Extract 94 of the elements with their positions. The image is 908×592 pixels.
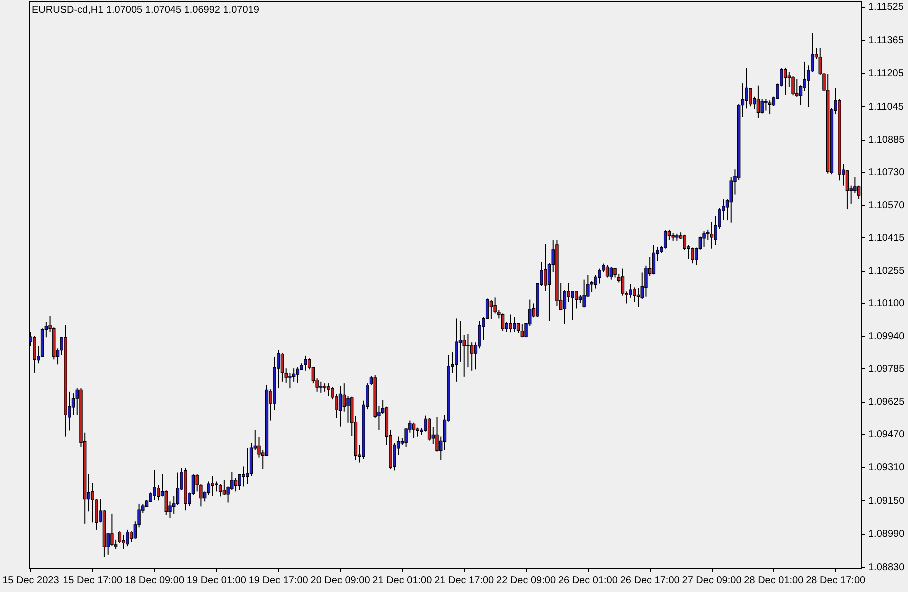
x-tick-label: 26 Dec 17:00: [620, 576, 680, 586]
candlestick: [33, 336, 36, 374]
candlestick: [122, 534, 126, 550]
candlestick: [222, 480, 226, 496]
candlestick: [516, 322, 520, 334]
y-tick-label: 1.10570: [868, 200, 906, 212]
y-tick-label: 1.09470: [868, 429, 906, 440]
candlestick: [288, 372, 292, 390]
x-tick-label: 28 Dec 17:00: [806, 576, 866, 586]
candlestick: [110, 513, 114, 546]
y-tick-label: 1.10100: [868, 298, 906, 310]
candlestick: [520, 324, 524, 338]
y-tick-label: 1.11365: [868, 35, 904, 46]
y-tick-label: 1.09940: [868, 332, 906, 343]
candlestick: [582, 279, 586, 308]
candlestick: [466, 334, 470, 368]
x-tick-label: 20 Dec 09:00: [310, 576, 371, 586]
candlestick: [428, 418, 432, 442]
candlestick: [756, 85, 760, 119]
candlestick: [304, 355, 308, 372]
x-tick-label: 15 Dec 2023: [2, 576, 60, 586]
candlestick: [72, 393, 76, 416]
y-tick-label: 1.09625: [868, 397, 906, 408]
candlestick: [490, 300, 494, 320]
candlestick: [327, 383, 331, 397]
candlestick: [633, 287, 636, 303]
x-tick-label: 26 Dec 01:00: [558, 576, 618, 586]
candlestick: [153, 470, 156, 501]
candlestick: [346, 396, 350, 424]
candlestick: [691, 247, 694, 264]
candlestick: [470, 342, 474, 372]
candlestick: [544, 244, 548, 292]
x-tick-label: 19 Dec 17:00: [248, 576, 309, 586]
candlestick: [760, 98, 764, 114]
x-tick-label: 28 Dec 01:00: [744, 576, 804, 586]
y-tick-label: 1.09785: [868, 364, 906, 375]
candlestick: [621, 268, 625, 296]
y-tick-label: 1.11045: [868, 102, 904, 113]
y-tick-label: 1.08830: [868, 562, 906, 574]
y-tick-label: 1.09150: [868, 496, 906, 507]
candlestick: [342, 383, 346, 412]
y-tick-label: 1.08990: [868, 529, 906, 540]
candlestick: [664, 230, 668, 250]
candlestick: [683, 234, 687, 252]
candlestick: [412, 422, 416, 439]
candlestick: [610, 266, 613, 280]
x-tick-label: 18 Dec 09:00: [125, 576, 185, 586]
candlestick: [455, 318, 458, 382]
candlestick: [215, 481, 218, 492]
candlestick: [796, 78, 799, 98]
candlestick: [296, 367, 300, 384]
candlestick: [126, 529, 130, 548]
x-tick-label: 22 Dec 09:00: [496, 576, 556, 586]
candlestick: [606, 264, 610, 278]
x-tick-label: 27 Dec 09:00: [682, 576, 742, 586]
candlestick: [242, 466, 246, 488]
x-tick-label: 19 Dec 01:00: [186, 576, 247, 586]
candlestick: [792, 76, 795, 96]
candlestick: [652, 244, 656, 276]
candlestick: [574, 290, 578, 310]
candlestick: [338, 386, 342, 428]
candlestick: [238, 474, 242, 491]
chart-title: EURUSD-cd,H1 1.07005 1.07045 1.06992 1.07019: [32, 5, 260, 16]
x-tick-label: 15 Dec 17:00: [63, 576, 124, 586]
candlestick: [501, 313, 505, 332]
candlestick: [118, 531, 122, 544]
candlestick: [246, 448, 250, 484]
y-tick-label: 1.10255: [868, 266, 906, 278]
candlestick: [710, 222, 714, 250]
y-tick-label: 1.11205: [868, 68, 904, 80]
candlestick: [513, 316, 516, 333]
candlestick: [211, 476, 214, 497]
y-tick-label: 1.11525: [868, 2, 904, 14]
y-tick-label: 1.10730: [868, 167, 906, 178]
candlestick: [702, 231, 706, 248]
y-tick-label: 1.10415: [868, 232, 906, 244]
candlestick: [207, 481, 211, 496]
candlestick: [509, 314, 512, 334]
candlestick: [458, 320, 462, 362]
x-tick-label: 21 Dec 17:00: [434, 576, 495, 586]
y-tick-label: 1.09310: [868, 462, 906, 474]
candlestick: [614, 268, 617, 278]
candlestick: [846, 170, 850, 210]
candlestick: [320, 381, 323, 394]
candlestick: [164, 490, 168, 516]
candlestick: [176, 472, 180, 506]
candlestick: [218, 484, 222, 498]
candlestick: [764, 98, 768, 112]
y-tick-label: 1.10885: [868, 135, 906, 146]
candlestick: [784, 67, 788, 96]
candlestick: [234, 478, 238, 492]
x-tick-label: 21 Dec 01:00: [372, 576, 433, 586]
candlestick: [280, 352, 284, 382]
candlestick: [563, 290, 567, 325]
